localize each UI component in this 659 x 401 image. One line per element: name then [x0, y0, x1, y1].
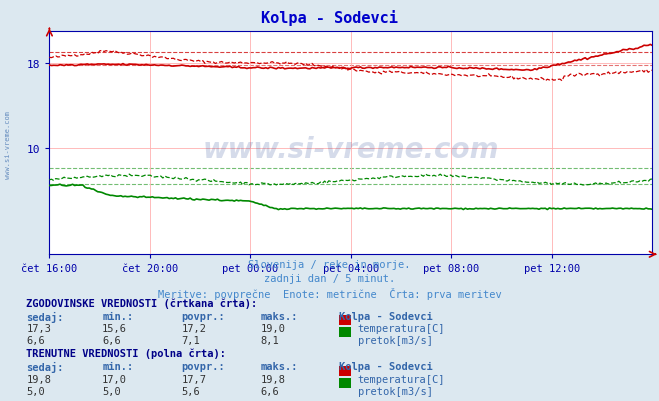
Text: 17,3: 17,3 [26, 324, 51, 334]
Text: sedaj:: sedaj: [26, 311, 64, 322]
Text: 7,1: 7,1 [181, 336, 200, 346]
Text: 8,1: 8,1 [260, 336, 279, 346]
Text: 17,2: 17,2 [181, 324, 206, 334]
Text: 19,8: 19,8 [26, 374, 51, 384]
Text: Kolpa - Sodevci: Kolpa - Sodevci [261, 10, 398, 26]
Text: maks.:: maks.: [260, 361, 298, 371]
Text: 6,6: 6,6 [26, 336, 45, 346]
Text: 6,6: 6,6 [102, 336, 121, 346]
Text: 19,8: 19,8 [260, 374, 285, 384]
Text: min.:: min.: [102, 361, 133, 371]
Text: povpr.:: povpr.: [181, 361, 225, 371]
Text: sedaj:: sedaj: [26, 361, 64, 372]
Text: 6,6: 6,6 [260, 386, 279, 396]
Text: www.si-vreme.com: www.si-vreme.com [5, 110, 11, 178]
Text: 17,7: 17,7 [181, 374, 206, 384]
Text: zadnji dan / 5 minut.: zadnji dan / 5 minut. [264, 273, 395, 284]
Text: 17,0: 17,0 [102, 374, 127, 384]
Text: maks.:: maks.: [260, 311, 298, 321]
Text: 5,6: 5,6 [181, 386, 200, 396]
Text: 5,0: 5,0 [26, 386, 45, 396]
Text: Meritve: povprečne  Enote: metrične  Črta: prva meritev: Meritve: povprečne Enote: metrične Črta:… [158, 287, 501, 299]
Text: Kolpa - Sodevci: Kolpa - Sodevci [339, 361, 433, 371]
Text: temperatura[C]: temperatura[C] [358, 374, 445, 384]
Text: pretok[m3/s]: pretok[m3/s] [358, 336, 433, 346]
Text: min.:: min.: [102, 311, 133, 321]
Text: www.si-vreme.com: www.si-vreme.com [203, 136, 499, 164]
Text: Slovenija / reke in morje.: Slovenija / reke in morje. [248, 260, 411, 270]
Text: 19,0: 19,0 [260, 324, 285, 334]
Text: pretok[m3/s]: pretok[m3/s] [358, 386, 433, 396]
Text: temperatura[C]: temperatura[C] [358, 324, 445, 334]
Text: ZGODOVINSKE VREDNOSTI (črtkana črta):: ZGODOVINSKE VREDNOSTI (črtkana črta): [26, 298, 258, 308]
Text: 5,0: 5,0 [102, 386, 121, 396]
Text: 15,6: 15,6 [102, 324, 127, 334]
Text: Kolpa - Sodevci: Kolpa - Sodevci [339, 311, 433, 321]
Text: TRENUTNE VREDNOSTI (polna črta):: TRENUTNE VREDNOSTI (polna črta): [26, 348, 226, 358]
Text: povpr.:: povpr.: [181, 311, 225, 321]
